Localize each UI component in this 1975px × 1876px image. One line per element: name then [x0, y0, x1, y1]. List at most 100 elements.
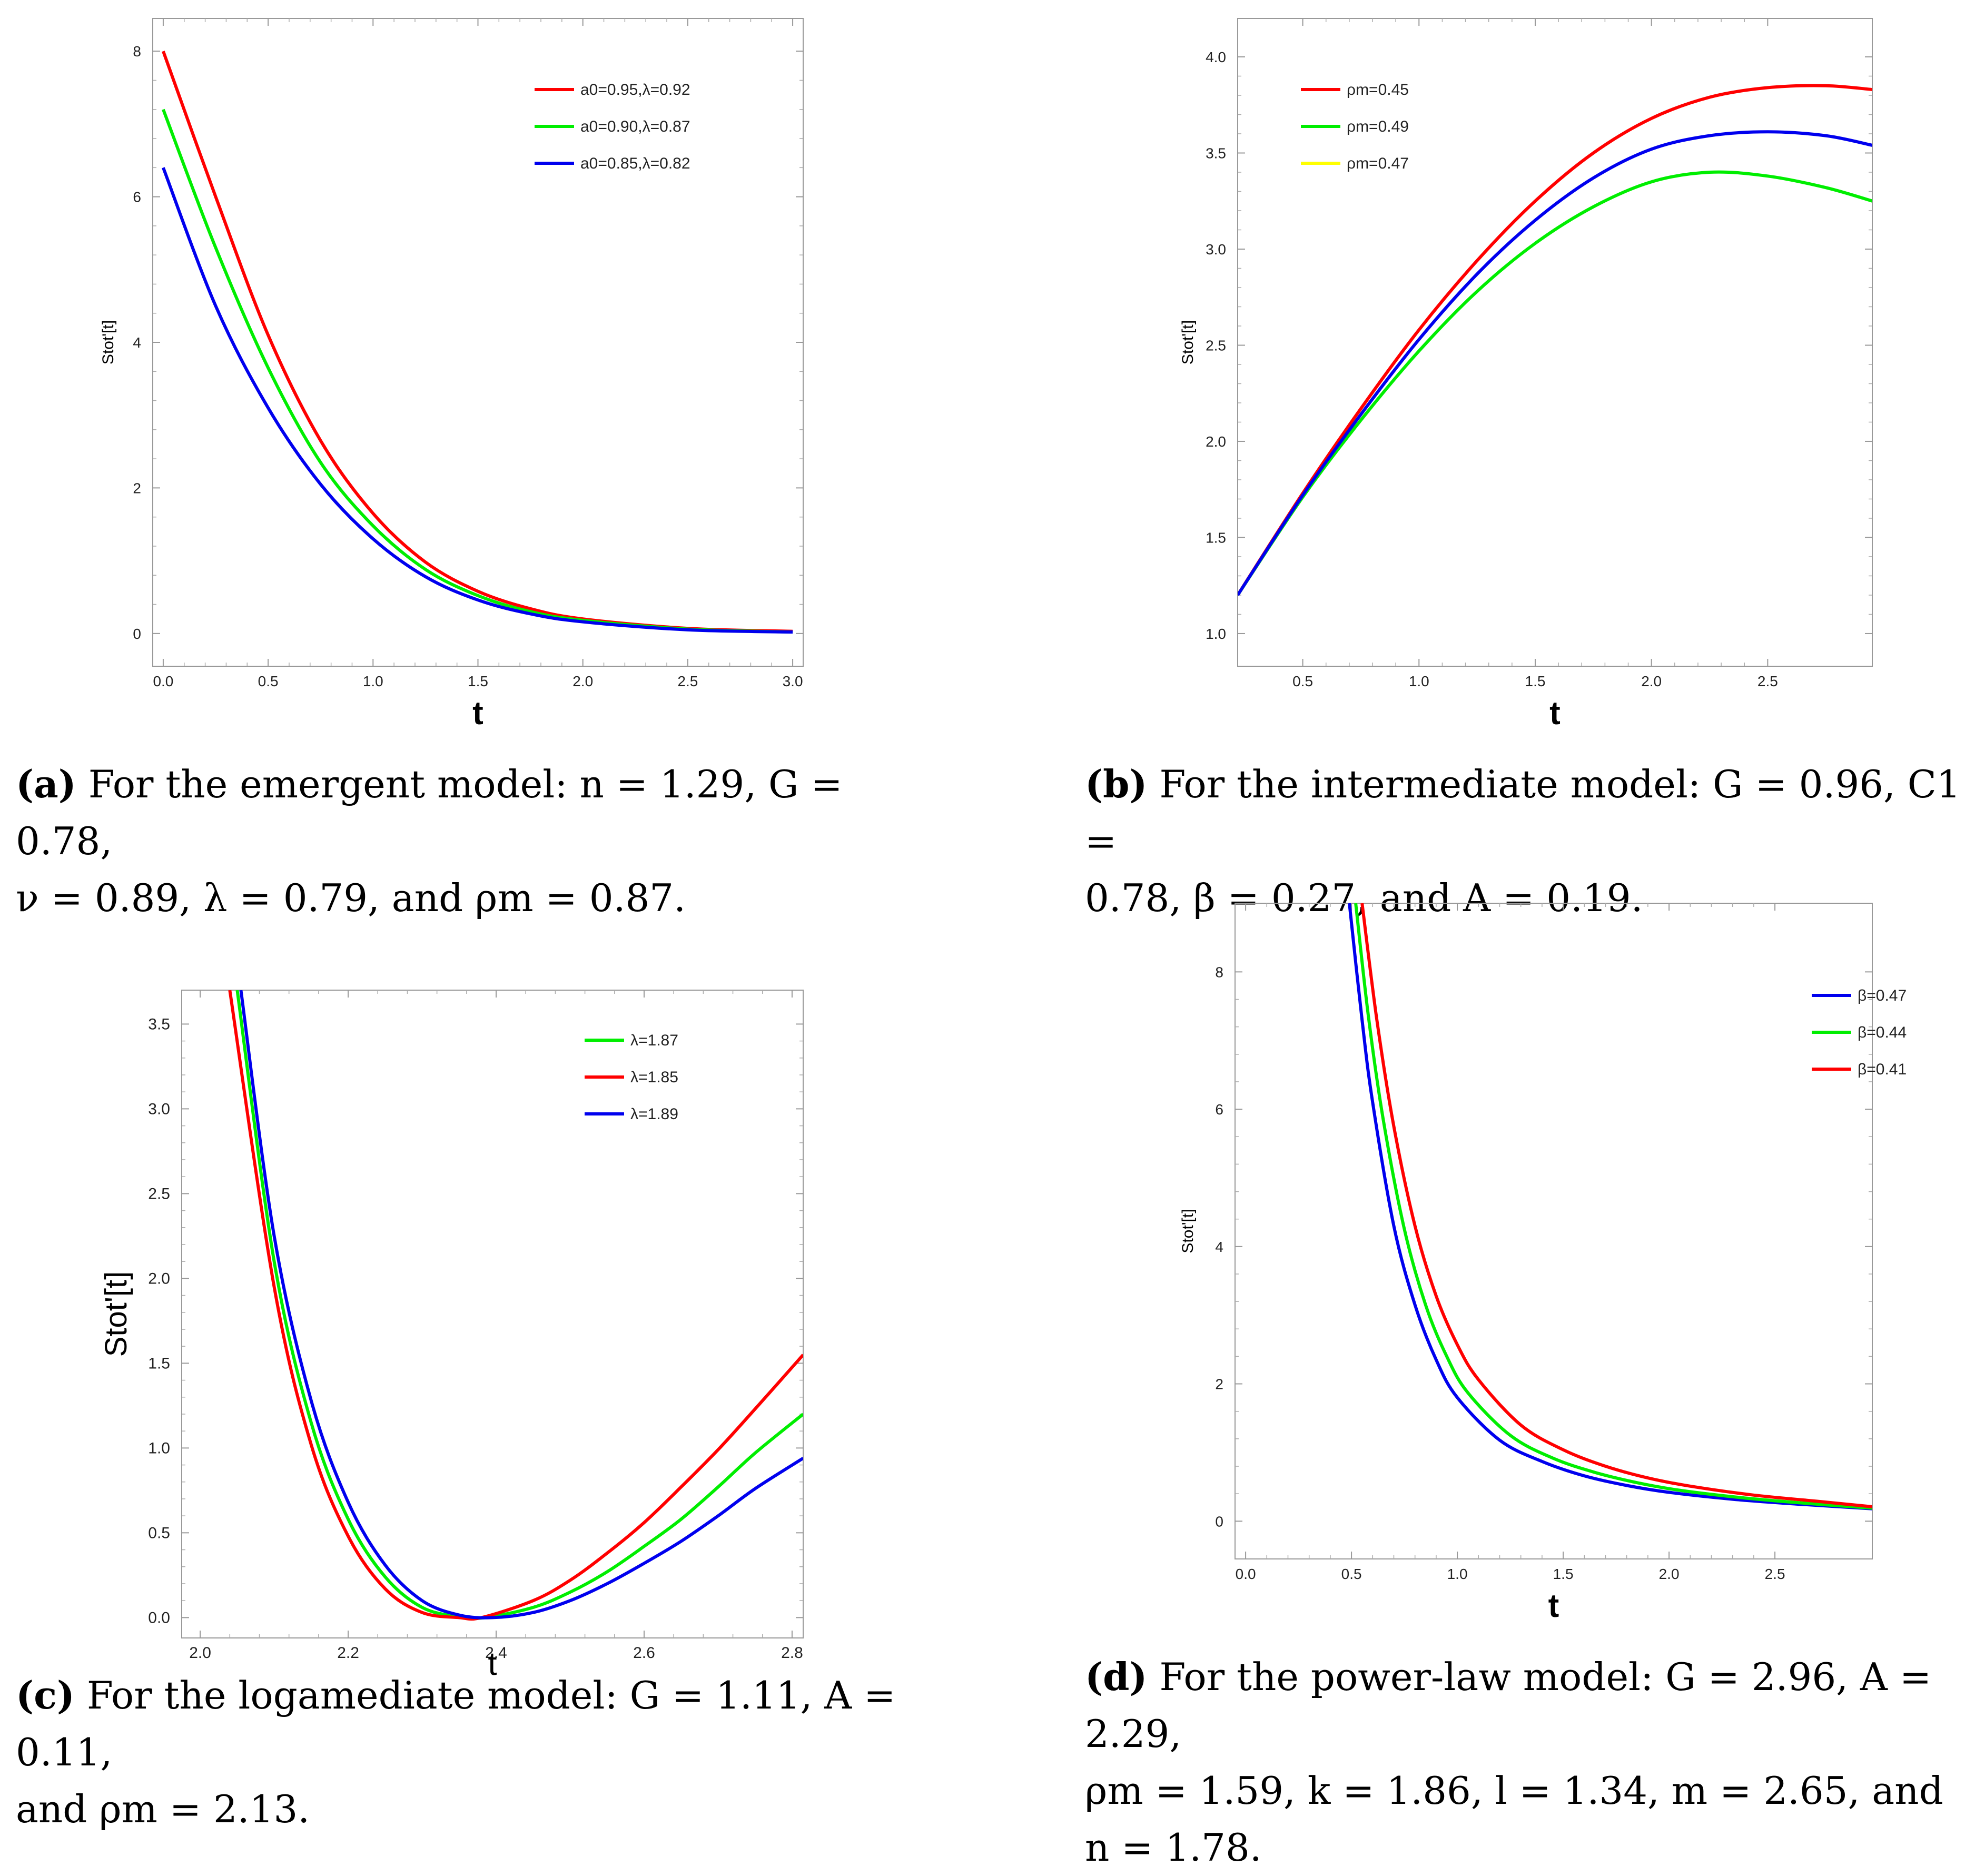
- caption-d-label: (d): [1085, 1654, 1148, 1699]
- series-line-b-3: [1238, 130, 1872, 596]
- chart-panel-b: 0.5 1.0 1.5 2.0 2.5 1.0 1.5 2.0 2.5 3.0 3.5 4.0 t Sto…: [1080, 0, 1975, 753]
- caption-b-line1: For the intermediate model: G = 0.96, C1…: [1085, 762, 1961, 863]
- plot-frame-d: [1235, 903, 1873, 1559]
- y-tick-label: 1.5: [1206, 529, 1226, 546]
- y-tick-label: 3.0: [1206, 241, 1226, 258]
- x-tick-label: 2.5: [677, 673, 698, 689]
- y-tick-label: 2.0: [1206, 433, 1226, 450]
- y-tick-label: 4: [133, 334, 141, 351]
- x-tick-label: 2.0: [572, 673, 593, 689]
- y-tick-label: 1.0: [148, 1439, 170, 1457]
- y-tick-label: 0: [133, 626, 141, 642]
- y-tick-label: 8: [1215, 964, 1223, 980]
- x-tick-label: 1.5: [468, 673, 488, 689]
- x-axis-title: t: [1548, 1588, 1559, 1624]
- y-axis-title: Stot'[t]: [1179, 320, 1197, 364]
- caption-a-line2: ν = 0.89, λ = 0.79, and ρm = 0.87.: [16, 876, 686, 920]
- caption-d-line1: For the power-law model: G = 2.96, A = 2…: [1085, 1655, 1932, 1756]
- chart-a-svg: 0.0 0.5 1.0 1.5 2.0 2.5 3.0 0 2 4 6 8 t Stot'[t] a0=0.…: [100, 18, 804, 732]
- series-line-c-2: [239, 990, 803, 1620]
- y-tick-label: 3.0: [148, 1100, 170, 1118]
- plot-frame-a: [152, 18, 804, 667]
- x-tick-label: 0.5: [1341, 1566, 1362, 1582]
- caption-c: (c) For the logamediate model: G = 1.11,…: [16, 1667, 911, 1838]
- y-tick-label: 0: [1215, 1513, 1223, 1529]
- caption-d: (d) For the power-law model: G = 2.96, A…: [1085, 1648, 1970, 1876]
- x-axis-title: t: [472, 695, 483, 732]
- series-line-a-1: [162, 108, 793, 634]
- x-tick-label: 2.4: [485, 1644, 507, 1662]
- x-tick-label: 0.5: [258, 673, 279, 689]
- y-tick-label: 3.5: [1206, 145, 1226, 161]
- legend-label: ρm=0.45: [1347, 81, 1409, 98]
- y-tick-label: 1.5: [148, 1355, 170, 1372]
- x-tick-label: 1.5: [1525, 673, 1546, 689]
- y-tick-label: 2.0: [148, 1270, 170, 1287]
- chart-d-svg: 0.0 0.5 1.0 1.5 2.0 2.5 0 2 4 6 8 t Stot'[t] β=0.47 β=…: [1179, 903, 1907, 1624]
- legend-label: β=0.47: [1858, 987, 1907, 1004]
- chart-panel-a: 0.0 0.5 1.0 1.5 2.0 2.5 3.0 0 2 4 6 8 t Stot'[t] a0=0.…: [0, 0, 843, 753]
- legend-label: λ=1.87: [630, 1032, 678, 1049]
- plot-frame-b: [1237, 18, 1873, 667]
- series-line-a-0: [162, 51, 793, 633]
- y-tick-label: 2: [133, 480, 141, 496]
- chart-c-svg: 2.0 2.2 2.4 2.6 2.8 0.0 0.5 1.0 1.5 2.0 2.5 3.0 3.5 t…: [99, 990, 804, 1682]
- x-tick-label: 2.6: [633, 1644, 655, 1662]
- x-tick-label: 0.0: [1236, 1566, 1256, 1582]
- plot-frame-c: [181, 990, 804, 1638]
- legend-label: a0=0.95,λ=0.92: [580, 81, 690, 98]
- caption-b-label: (b): [1085, 762, 1148, 806]
- y-tick-label: 0.0: [148, 1609, 170, 1626]
- y-tick-label: 6: [1215, 1101, 1223, 1118]
- x-tick-label: 2.0: [1659, 1566, 1680, 1582]
- chart-panel-c: 2.0 2.2 2.4 2.6 2.8 0.0 0.5 1.0 1.5 2.0 2.5 3.0 3.5 t…: [0, 948, 843, 1701]
- x-tick-label: 3.0: [783, 673, 803, 689]
- x-tick-label: 2.0: [1641, 673, 1662, 689]
- y-tick-label: 4: [1215, 1239, 1223, 1255]
- caption-c-line2: and ρm = 2.13.: [16, 1787, 310, 1831]
- caption-c-label: (c): [16, 1673, 75, 1717]
- series-line-d-2: [1360, 903, 1872, 1508]
- x-tick-label: 2.8: [781, 1644, 803, 1662]
- x-tick-label: 2.5: [1757, 673, 1778, 689]
- legend-label: ρm=0.47: [1347, 155, 1409, 172]
- x-tick-label: 1.0: [363, 673, 383, 689]
- legend-label: λ=1.85: [630, 1069, 678, 1086]
- y-tick-label: 2: [1215, 1376, 1223, 1393]
- x-tick-label: 0.0: [153, 673, 173, 689]
- series-line-c-1: [228, 990, 803, 1621]
- caption-a: (a) For the emergent model: n = 1.29, G …: [16, 756, 911, 926]
- x-axis-title: t: [488, 1646, 497, 1682]
- y-tick-label: 4.0: [1206, 49, 1226, 65]
- chart-b-svg: 0.5 1.0 1.5 2.0 2.5 1.0 1.5 2.0 2.5 3.0 3.5 4.0 t Sto…: [1179, 18, 1873, 732]
- legend-label: ρm=0.49: [1347, 118, 1409, 135]
- caption-a-line1: For the emergent model: n = 1.29, G = 0.…: [16, 762, 843, 863]
- x-tick-label: 2.2: [337, 1644, 359, 1662]
- series-line-c-0: [235, 990, 803, 1621]
- y-tick-label: 8: [133, 43, 141, 60]
- x-tick-label: 1.0: [1409, 673, 1429, 689]
- series-line-d-1: [1354, 903, 1872, 1510]
- caption-d-line3: n = 1.78.: [1085, 1825, 1262, 1870]
- legend-label: a0=0.85,λ=0.82: [580, 155, 690, 172]
- x-axis-title: t: [1549, 695, 1561, 732]
- y-tick-label: 6: [133, 189, 141, 205]
- y-tick-label: 0.5: [148, 1524, 170, 1542]
- legend-label: λ=1.89: [630, 1105, 678, 1123]
- series-line-d-0: [1348, 903, 1872, 1510]
- legend-label: a0=0.90,λ=0.87: [580, 118, 690, 135]
- y-axis-title: Stot'[t]: [99, 1271, 133, 1357]
- y-tick-label: 3.5: [148, 1015, 170, 1033]
- y-axis-title: Stot'[t]: [1179, 1209, 1197, 1253]
- legend-label: β=0.41: [1858, 1061, 1907, 1078]
- series-line-a-2: [162, 167, 793, 634]
- y-tick-label: 2.5: [1206, 337, 1226, 353]
- x-tick-label: 2.0: [189, 1644, 211, 1662]
- caption-a-label: (a): [16, 762, 76, 806]
- caption-d-line2: ρm = 1.59, k = 1.86, l = 1.34, m = 2.65,…: [1085, 1769, 1943, 1813]
- x-tick-label: 0.5: [1292, 673, 1313, 689]
- y-axis-title: Stot'[t]: [100, 320, 117, 364]
- x-tick-label: 1.0: [1447, 1566, 1468, 1582]
- legend-label: β=0.44: [1858, 1024, 1907, 1041]
- y-tick-label: 1.0: [1206, 626, 1226, 642]
